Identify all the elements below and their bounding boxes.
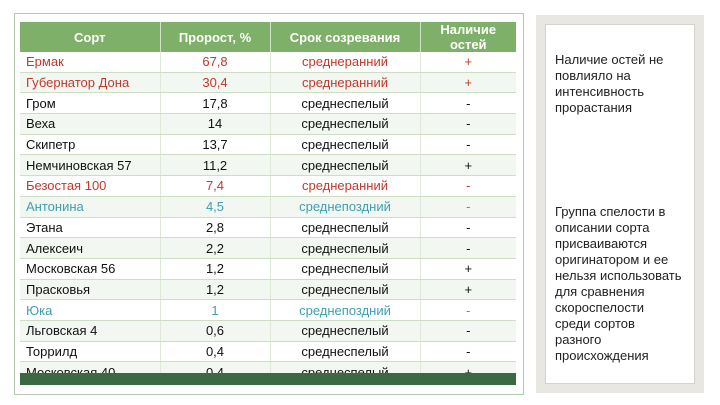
header-prorost: Пророст, % [160,22,271,52]
cell-srok: среднеспелый [270,154,421,177]
cell-prorost: 11,2 [160,154,271,177]
cell-srok: среднеспелый [270,258,421,280]
cell-sort: Губернатор Дона [20,72,161,94]
cell-osti: + [420,52,516,73]
cell-sort: Торрилд [20,341,161,363]
header-osti: Наличие остей [420,22,516,52]
cell-osti: - [420,299,516,321]
table-row: Гром 17,8 среднеспелый - [20,92,516,115]
table-row: Этана 2,8 среднеспелый - [20,217,516,239]
table-row: Прасковья 1,2 среднеспелый + [20,279,516,301]
cell-prorost: 4,5 [160,196,271,218]
cell-sort: Юка [20,299,161,321]
table-row: Алексеич 2,2 среднеспелый - [20,237,516,259]
cell-srok: среднеспелый [270,279,421,301]
cell-sort: Антонина [20,196,161,218]
table-row: Скипетр 13,7 среднеспелый - [20,134,516,156]
cell-prorost: 2,8 [160,217,271,239]
table-row: Веха 14 среднеспелый - [20,113,516,135]
cell-srok: среднеспелый [270,237,421,259]
cell-sort: Этана [20,217,161,239]
cell-prorost: 1,2 [160,279,271,301]
cell-prorost: 0,6 [160,320,271,342]
cell-sort: Ермак [20,52,161,73]
cell-sort: Безостая 100 [20,175,161,197]
cell-sort: Московская 56 [20,258,161,280]
cell-prorost: 30,4 [160,72,271,94]
cell-prorost: 2,2 [160,237,271,259]
variety-table: Сорт Пророст, % Срок созревания Наличие … [20,22,516,383]
table-row: Ермак 67,8 среднеранний + [20,52,516,73]
cell-srok: среднеспелый [270,92,421,115]
cell-srok: среднеспелый [270,320,421,342]
table-header-row: Сорт Пророст, % Срок созревания Наличие … [20,22,516,52]
table-row: Юка 1 среднепоздний - [20,299,516,321]
table-footer-bar [20,373,516,385]
cell-sort: Льговская 4 [20,320,161,342]
table-row: Торрилд 0,4 среднеспелый - [20,341,516,363]
cell-osti: + [420,154,516,177]
table-row: Льговская 4 0,6 среднеспелый - [20,320,516,342]
cell-srok: среднеспелый [270,134,421,156]
cell-srok: среднеранний [270,52,421,73]
cell-srok: среднеранний [270,175,421,197]
cell-osti: - [420,217,516,239]
cell-prorost: 7,4 [160,175,271,197]
side-panel: Наличие остей не повлияло на интенсивнос… [536,15,704,393]
cell-sort: Скипетр [20,134,161,156]
table-body: Ермак 67,8 среднеранний + Губернатор Дона 30,… [20,52,516,383]
cell-osti: + [420,72,516,94]
cell-srok: среднеспелый [270,341,421,363]
cell-osti: - [420,196,516,218]
cell-srok: среднеранний [270,72,421,94]
table-container: Сорт Пророст, % Срок созревания Наличие … [20,22,516,383]
cell-osti: - [420,134,516,156]
cell-osti: - [420,113,516,135]
cell-osti: - [420,341,516,363]
cell-osti: - [420,92,516,115]
cell-prorost: 14 [160,113,271,135]
cell-osti: - [420,320,516,342]
cell-srok: среднепоздний [270,299,421,321]
note-awns: Наличие остей не повлияло на интенсивнос… [555,52,664,115]
cell-osti: - [420,237,516,259]
cell-srok: среднеспелый [270,217,421,239]
cell-prorost: 1 [160,299,271,321]
table-row: Губернатор Дона 30,4 среднеранний + [20,72,516,94]
cell-sort: Алексеич [20,237,161,259]
cell-srok: среднеспелый [270,113,421,135]
cell-prorost: 67,8 [160,52,271,73]
cell-sort: Прасковья [20,279,161,301]
header-srok: Срок созревания [270,22,421,52]
cell-prorost: 17,8 [160,92,271,115]
cell-osti: + [420,279,516,301]
cell-osti: + [420,258,516,280]
cell-srok: среднепоздний [270,196,421,218]
table-frame: Сорт Пророст, % Срок созревания Наличие … [14,13,524,395]
cell-prorost: 1,2 [160,258,271,280]
cell-prorost: 0,4 [160,341,271,363]
cell-osti: - [420,175,516,197]
cell-sort: Веха [20,113,161,135]
table-row: Немчиновская 57 11,2 среднеспелый + [20,154,516,177]
cell-sort: Немчиновская 57 [20,154,161,177]
note-ripeness-group: Группа спелости в описании сорта присваи… [555,204,682,363]
table-row: Антонина 4,5 среднепоздний - [20,196,516,218]
cell-sort: Гром [20,92,161,115]
table-row: Безостая 100 7,4 среднеранний - [20,175,516,197]
table-row: Московская 56 1,2 среднеспелый + [20,258,516,280]
header-sort: Сорт [20,22,161,52]
cell-prorost: 13,7 [160,134,271,156]
notes-box: Наличие остей не повлияло на интенсивнос… [545,24,695,384]
